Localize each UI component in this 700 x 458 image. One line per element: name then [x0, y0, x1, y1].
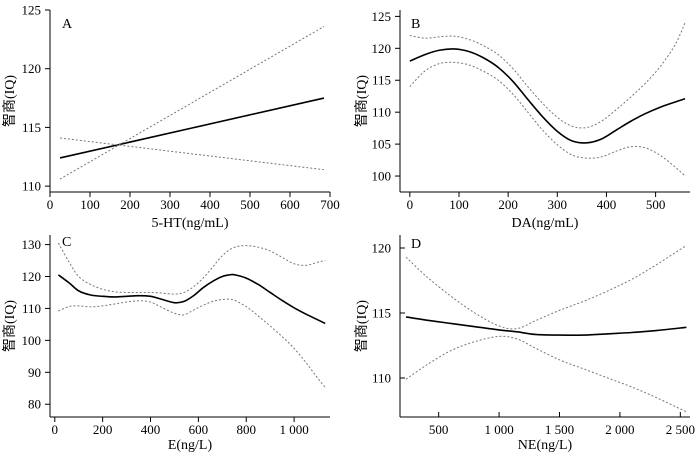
panel-d-y-tick-label: 110 [372, 371, 391, 386]
panel-a-y-tick-label: 125 [22, 3, 42, 18]
panel-d: 500 1 000 1 500 2 000 2 500 110 115 120 NE(ng/L)… [354, 235, 695, 453]
panel-a-x-tick-label: 300 [160, 197, 180, 212]
panel-c-upper-ci-line [57, 242, 326, 295]
panel-a-x-tick-label: 0 [47, 197, 54, 212]
panel-b-x-tick-label: 400 [597, 197, 617, 212]
panel-c-y-tick-label: 120 [22, 269, 42, 284]
panel-a-letter: A [62, 17, 73, 32]
panel-a-y-tick-label: 120 [22, 61, 42, 76]
panel-c-estimate-line [57, 273, 326, 325]
panel-a-y-tick-label: 115 [22, 120, 41, 135]
panel-d-x-tick-label: 2 500 [666, 422, 695, 437]
panel-b-y-tick-label: 105 [372, 137, 392, 152]
panel-a: 0 100 200 300 400 500 600 700 110 115 120 125 5-HT(n… [2, 3, 340, 232]
panel-c-y-axis-label: 智商(IQ) [2, 300, 18, 352]
panel-d-lower-ci-line [405, 335, 687, 413]
panel-a-x-tick-label: 600 [280, 197, 300, 212]
panel-a-estimate-line [59, 97, 325, 159]
panel-a-upper-ci-line [59, 26, 325, 180]
panel-c-x-tick-label: 800 [236, 422, 256, 437]
panel-c-x-tick-label: 200 [93, 422, 113, 437]
panel-a-y-tick-label: 110 [22, 179, 41, 194]
panel-a-y-axis-label: 智商(IQ) [2, 75, 18, 127]
panel-b-estimate-line [409, 48, 686, 144]
panel-c: 0 200 400 600 800 1 000 80 90 100 110 120 130 E(ng/L… [2, 235, 330, 453]
panel-c-y-tick-label: 80 [28, 397, 41, 412]
panel-b-y-tick-label: 110 [372, 105, 391, 120]
panel-a-lower-ci-line [59, 137, 325, 171]
panel-c-y-tick-label: 130 [22, 237, 42, 252]
panel-c-x-axis-label: E(ng/L) [168, 438, 213, 453]
panel-c-lower-ci-line [58, 298, 326, 388]
panel-d-y-axis-label: 智商(IQ) [354, 300, 370, 352]
panel-d-letter: D [411, 237, 421, 252]
panel-b-x-tick-label: 300 [548, 197, 568, 212]
panel-c-letter: C [62, 235, 71, 250]
panel-a-x-axis-label: 5-HT(ng/mL) [152, 216, 229, 231]
panel-a-x-tick-label: 400 [200, 197, 220, 212]
panel-c-x-tick-label: 400 [141, 422, 161, 437]
panel-a-x-tick-label: 700 [320, 197, 340, 212]
panel-b-letter: B [411, 17, 420, 32]
panel-d-x-axis-label: NE(ng/L) [518, 438, 573, 453]
panel-d-x-tick-label: 500 [429, 422, 449, 437]
panel-a-x-tick-label: 500 [240, 197, 260, 212]
panel-b-y-tick-label: 120 [372, 41, 392, 56]
panel-b-y-tick-label: 100 [372, 169, 392, 184]
panel-a-x-tick-label: 200 [120, 197, 140, 212]
panel-b-y-tick-label: 125 [372, 9, 392, 24]
panel-d-x-tick-label: 1 000 [484, 422, 513, 437]
panel-b-x-tick-label: 100 [449, 197, 469, 212]
panel-b-y-tick-label: 115 [372, 73, 391, 88]
panel-c-x-tick-label: 0 [52, 422, 59, 437]
panel-b-x-tick-label: 0 [407, 197, 414, 212]
panel-c-x-tick-label: 600 [189, 422, 209, 437]
panel-b-x-axis-label: DA(ng/mL) [512, 216, 579, 231]
panel-b-y-axis-label: 智商(IQ) [354, 75, 370, 127]
panel-d-x-tick-label: 2 000 [605, 422, 634, 437]
panel-c-y-tick-label: 100 [22, 333, 42, 348]
panel-d-upper-ci-line [405, 244, 687, 330]
panel-b-x-tick-label: 200 [498, 197, 518, 212]
panel-d-y-tick-label: 120 [372, 241, 392, 256]
panel-a-x-tick-label: 100 [80, 197, 100, 212]
panel-b-lower-ci-line [409, 61, 686, 177]
panel-b: 0 100 200 300 400 500 100 105 110 115 120 125 DA(ng/… [354, 9, 690, 231]
panel-d-y-tick-label: 115 [372, 306, 391, 321]
panel-c-x-tick-label: 1 000 [279, 422, 308, 437]
panel-c-y-tick-label: 110 [22, 301, 41, 316]
panel-d-x-tick-label: 1 500 [545, 422, 574, 437]
panel-b-upper-ci-line [409, 22, 686, 129]
panel-b-x-tick-label: 500 [646, 197, 666, 212]
panel-d-estimate-line [405, 316, 687, 337]
panel-c-y-tick-label: 90 [28, 365, 41, 380]
